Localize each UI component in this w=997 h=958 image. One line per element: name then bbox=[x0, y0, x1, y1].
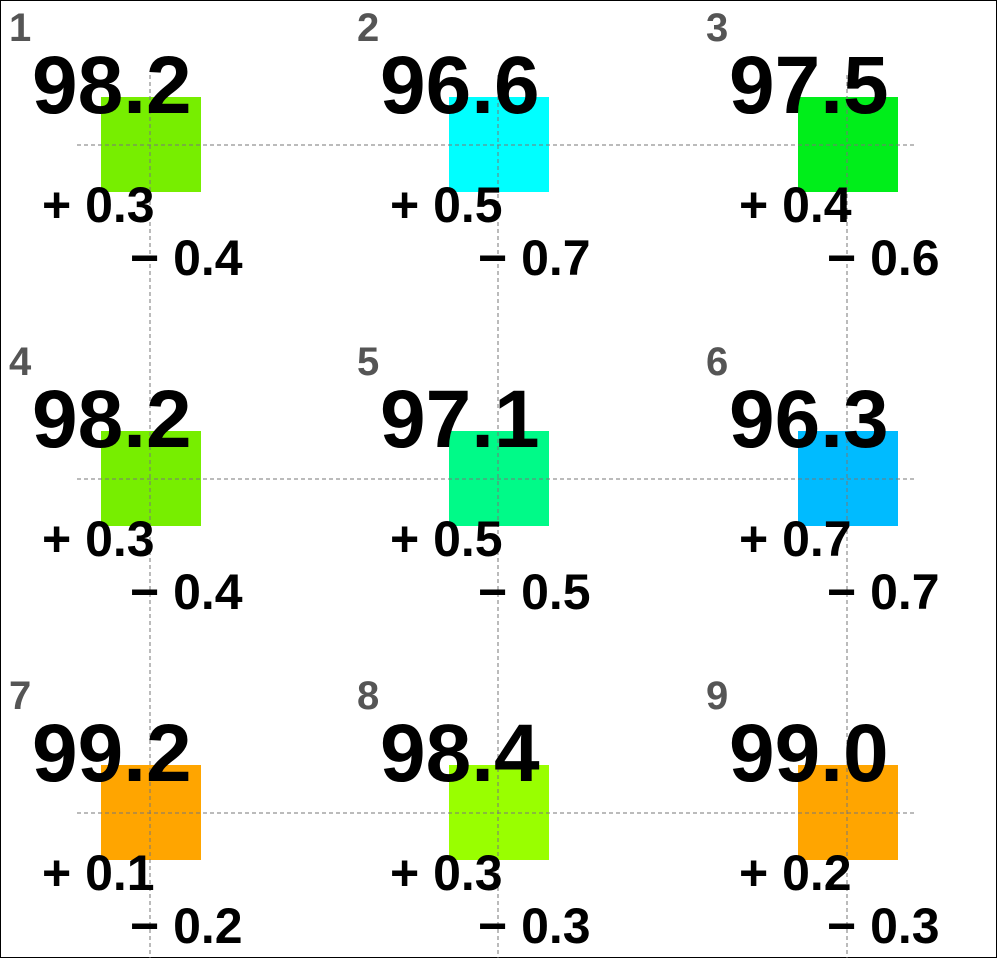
cell-value: 96.3 bbox=[729, 374, 889, 465]
cell-plus: + 0.3 bbox=[390, 845, 503, 901]
cell-minus: − 0.3 bbox=[827, 898, 940, 954]
cell-value: 98.2 bbox=[32, 40, 192, 131]
cell-plus: + 0.2 bbox=[739, 845, 852, 901]
cell-minus: − 0.3 bbox=[478, 898, 591, 954]
cell-minus: − 0.4 bbox=[130, 230, 243, 286]
cell-value: 99.0 bbox=[729, 708, 889, 799]
cell-plus: + 0.7 bbox=[739, 511, 852, 567]
cell-plus: + 0.1 bbox=[42, 845, 155, 901]
cell-index: 7 bbox=[9, 674, 31, 718]
cell-plus: + 0.3 bbox=[42, 177, 155, 233]
cell-index: 4 bbox=[9, 340, 32, 384]
cell-index: 5 bbox=[357, 340, 379, 384]
cell-plus: + 0.4 bbox=[739, 177, 852, 233]
cell-plus: + 0.5 bbox=[390, 511, 503, 567]
cell-value: 96.6 bbox=[380, 40, 540, 131]
cell-minus: − 0.2 bbox=[130, 898, 243, 954]
cell-plus: + 0.3 bbox=[42, 511, 155, 567]
cell-minus: − 0.4 bbox=[130, 564, 243, 620]
cell-minus: − 0.7 bbox=[827, 564, 940, 620]
cell-index: 2 bbox=[357, 6, 379, 50]
cell-value: 97.1 bbox=[380, 374, 540, 465]
cell-value: 97.5 bbox=[729, 40, 889, 131]
cell-value: 98.2 bbox=[32, 374, 192, 465]
cell-index: 1 bbox=[9, 6, 31, 50]
cell-index: 9 bbox=[706, 674, 728, 718]
cell-value: 98.4 bbox=[380, 708, 540, 799]
cell-plus: + 0.5 bbox=[390, 177, 503, 233]
cell-minus: − 0.5 bbox=[478, 564, 591, 620]
cell-index: 6 bbox=[706, 340, 728, 384]
cell-minus: − 0.6 bbox=[827, 230, 940, 286]
cell-index: 3 bbox=[706, 6, 728, 50]
cell-minus: − 0.7 bbox=[478, 230, 591, 286]
cell-value: 99.2 bbox=[32, 708, 192, 799]
cell-index: 8 bbox=[357, 674, 379, 718]
